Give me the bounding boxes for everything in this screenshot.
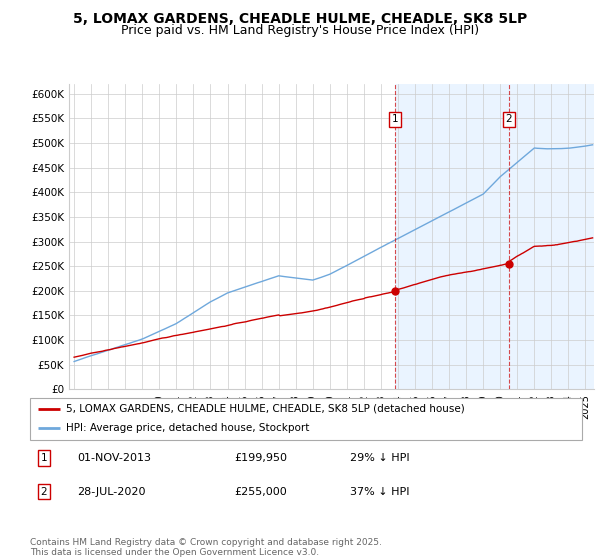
Bar <box>395 84 594 389</box>
Text: 5, LOMAX GARDENS, CHEADLE HULME, CHEADLE, SK8 5LP (detached house): 5, LOMAX GARDENS, CHEADLE HULME, CHEADLE… <box>66 404 464 414</box>
Text: 29% ↓ HPI: 29% ↓ HPI <box>350 453 410 463</box>
Text: 2: 2 <box>40 487 47 497</box>
Text: 28-JUL-2020: 28-JUL-2020 <box>77 487 145 497</box>
Text: 01-NOV-2013: 01-NOV-2013 <box>77 453 151 463</box>
Text: Price paid vs. HM Land Registry's House Price Index (HPI): Price paid vs. HM Land Registry's House … <box>121 24 479 36</box>
Text: 2: 2 <box>505 114 512 124</box>
Text: Contains HM Land Registry data © Crown copyright and database right 2025.
This d: Contains HM Land Registry data © Crown c… <box>30 538 382 557</box>
Text: £255,000: £255,000 <box>234 487 287 497</box>
Text: 37% ↓ HPI: 37% ↓ HPI <box>350 487 410 497</box>
FancyBboxPatch shape <box>30 398 582 440</box>
Text: 1: 1 <box>40 453 47 463</box>
Text: HPI: Average price, detached house, Stockport: HPI: Average price, detached house, Stoc… <box>66 423 309 433</box>
Text: £199,950: £199,950 <box>234 453 287 463</box>
Text: 1: 1 <box>392 114 398 124</box>
Text: 5, LOMAX GARDENS, CHEADLE HULME, CHEADLE, SK8 5LP: 5, LOMAX GARDENS, CHEADLE HULME, CHEADLE… <box>73 12 527 26</box>
